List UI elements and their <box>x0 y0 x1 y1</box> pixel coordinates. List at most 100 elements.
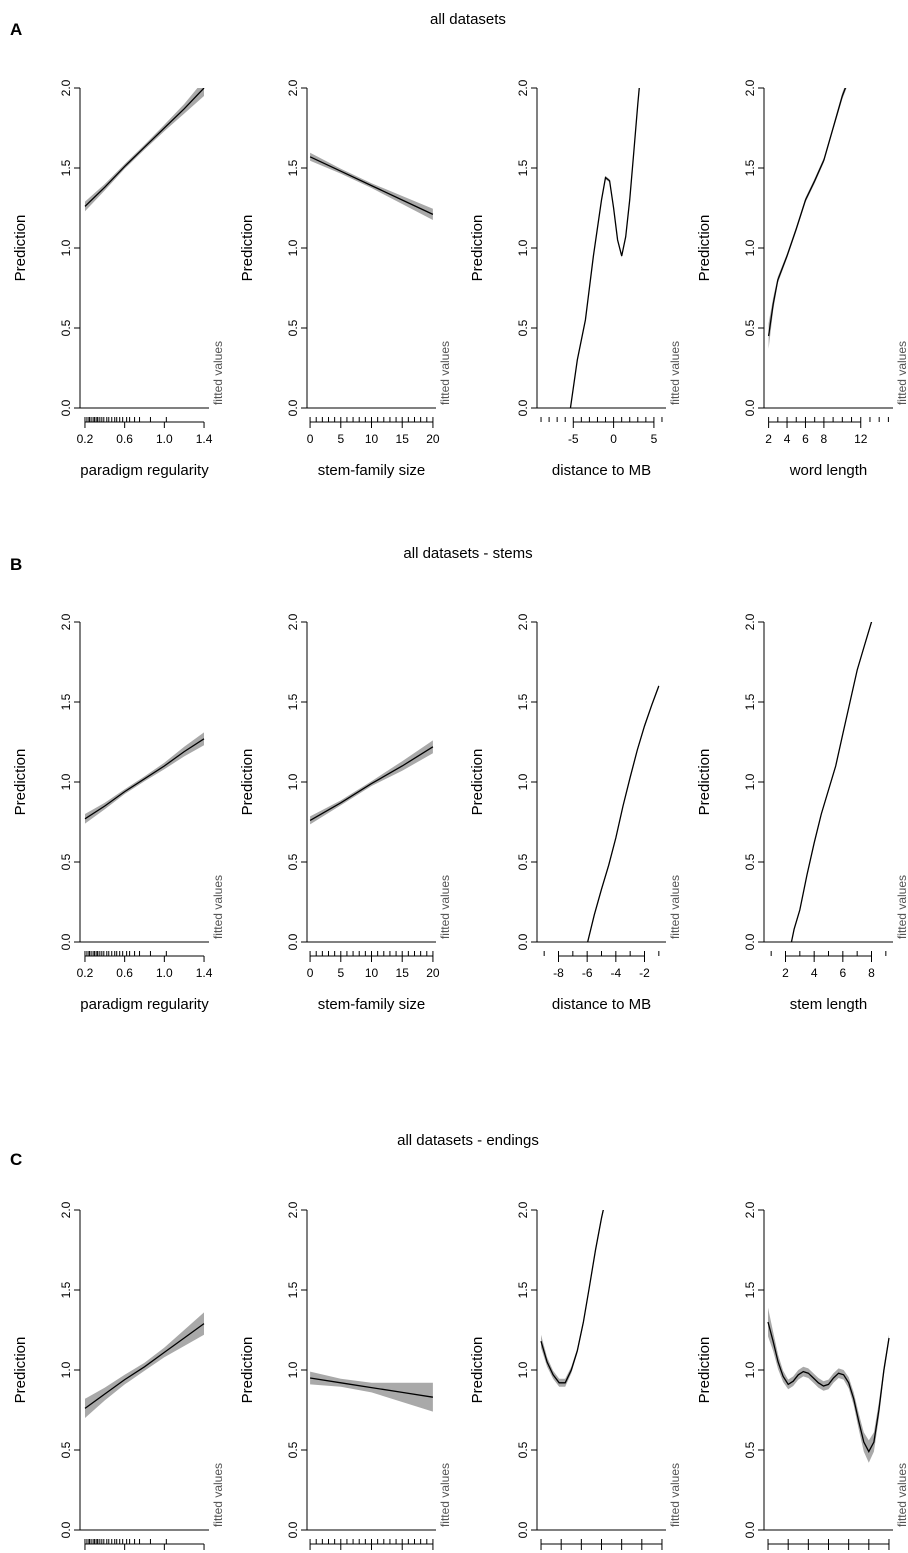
y-tick-label: 2.0 <box>59 79 73 96</box>
confidence-band <box>310 740 433 825</box>
chart-panel: 0.0 0.5 1.0 1.5 2.0 Prediction 2 4 6 8 12 word leng… <box>696 79 908 479</box>
y-tick-label: 0.0 <box>743 1521 757 1538</box>
chart-panel: 0.0 0.5 1.0 1.5 2.0 Prediction 2 4 6 8 stem length… <box>696 613 908 1013</box>
row-title: all datasets - stems <box>403 545 532 562</box>
chart-panel: 0.0 0.5 1.0 1.5 2.0 Prediction -8 -6 -4 -2 distanc… <box>469 613 682 1013</box>
y-tick-label: 2.0 <box>743 1201 757 1218</box>
fitted-line <box>84 738 205 820</box>
chart-panel: 0.0 0.5 1.0 1.5 2.0 Prediction 0.2 0.6 1.0 1.4 par… <box>12 613 225 1013</box>
y-tick-label: 1.0 <box>516 773 530 790</box>
confidence-band <box>85 1312 204 1418</box>
fitted-values-label: fitted values <box>211 1463 225 1527</box>
y-tick-label: 2.0 <box>516 79 530 96</box>
y-tick-label: 0.5 <box>59 853 73 870</box>
y-axis-label: Prediction <box>12 215 29 282</box>
y-tick-label: 0.5 <box>516 1441 530 1458</box>
y-axis-label: Prediction <box>12 1337 29 1404</box>
fitted-values-label: fitted values <box>668 875 682 939</box>
y-tick-label: 0.0 <box>516 933 530 950</box>
y-tick-label: 1.5 <box>743 1281 757 1298</box>
fitted-line <box>309 746 434 821</box>
x-axis-label: paradigm regularity <box>80 996 209 1013</box>
y-tick-label: 0.0 <box>516 399 530 416</box>
confidence-band <box>587 684 659 942</box>
y-tick-label: 1.0 <box>59 773 73 790</box>
fitted-line <box>309 156 434 215</box>
y-axis-label: Prediction <box>696 215 713 282</box>
y-tick-label: 1.0 <box>286 773 300 790</box>
x-tick-label: 15 <box>396 432 410 446</box>
y-tick-label: 2.0 <box>743 79 757 96</box>
x-tick-label: 8 <box>821 432 828 446</box>
x-tick-label: 0 <box>610 432 617 446</box>
y-tick-label: 1.0 <box>59 1361 73 1378</box>
y-axis-label: Prediction <box>696 749 713 816</box>
confidence-band <box>85 732 204 824</box>
x-tick-label: 15 <box>396 966 410 980</box>
chart-panel: 0.00.51.01.52.0Prediction0123456ending l… <box>696 1201 908 1550</box>
fitted-values-label: fitted values <box>668 1463 682 1527</box>
chart-panel: 0.00.51.01.52.0Prediction05101520stem-fa… <box>239 1201 452 1550</box>
fitted-line <box>569 88 640 408</box>
y-tick-label: 1.0 <box>516 239 530 256</box>
x-axis-label: stem-family size <box>318 996 426 1013</box>
x-tick-label: 4 <box>811 966 818 980</box>
confidence-band <box>310 1371 433 1412</box>
y-tick-label: 1.5 <box>59 159 73 176</box>
y-tick-label: 0.0 <box>743 933 757 950</box>
panel-letter: B <box>10 555 22 574</box>
fitted-values-label: fitted values <box>668 341 682 405</box>
fitted-values-label: fitted values <box>438 1463 452 1527</box>
x-tick-label: 1.0 <box>156 966 173 980</box>
y-tick-label: 0.5 <box>59 1441 73 1458</box>
x-tick-label: 1.4 <box>196 966 213 980</box>
y-tick-label: 2.0 <box>286 613 300 630</box>
y-tick-label: 0.5 <box>59 319 73 336</box>
x-axis-label: distance to MB <box>552 996 651 1013</box>
y-tick-label: 2.0 <box>59 1201 73 1218</box>
y-tick-label: 1.5 <box>743 693 757 710</box>
y-axis-label: Prediction <box>469 749 486 816</box>
y-axis-label: Prediction <box>469 215 486 282</box>
y-tick-label: 1.5 <box>516 1281 530 1298</box>
fitted-values-label: fitted values <box>438 341 452 405</box>
x-axis-label: stem length <box>790 996 868 1013</box>
y-tick-label: 1.5 <box>59 693 73 710</box>
y-axis-label: Prediction <box>469 1337 486 1404</box>
y-tick-label: 2.0 <box>286 1201 300 1218</box>
y-tick-label: 2.0 <box>59 613 73 630</box>
y-tick-label: 1.5 <box>516 693 530 710</box>
y-tick-label: 1.5 <box>286 1281 300 1298</box>
y-tick-label: 1.5 <box>286 693 300 710</box>
x-tick-label: -5 <box>568 432 579 446</box>
confidence-band <box>310 152 433 220</box>
x-tick-label: 6 <box>839 966 846 980</box>
y-tick-label: 2.0 <box>516 1201 530 1218</box>
y-axis-label: Prediction <box>239 749 256 816</box>
fitted-values-label: fitted values <box>895 341 908 405</box>
x-axis-label: paradigm regularity <box>80 462 209 479</box>
fitted-values-label: fitted values <box>211 875 225 939</box>
fitted-line <box>84 88 205 207</box>
y-tick-label: 0.5 <box>286 319 300 336</box>
y-tick-label: 0.0 <box>516 1521 530 1538</box>
y-tick-label: 0.5 <box>743 853 757 870</box>
y-tick-label: 1.0 <box>743 239 757 256</box>
x-tick-label: -8 <box>553 966 564 980</box>
y-tick-label: 0.0 <box>286 933 300 950</box>
y-tick-label: 0.5 <box>743 319 757 336</box>
confidence-band <box>570 88 640 408</box>
x-tick-label: -6 <box>582 966 593 980</box>
y-tick-label: 1.5 <box>743 159 757 176</box>
x-tick-label: -2 <box>639 966 650 980</box>
y-tick-label: 0.5 <box>516 853 530 870</box>
y-tick-label: 1.0 <box>59 239 73 256</box>
chart-panel: 0.0 0.5 1.0 1.5 2.0 Prediction 0.2 0.6 1.0 1.4 par… <box>12 79 225 479</box>
x-tick-label: 10 <box>365 966 379 980</box>
y-tick-label: 1.0 <box>743 1361 757 1378</box>
fitted-values-label: fitted values <box>211 341 225 405</box>
chart-panel: 0.0 0.5 1.0 1.5 2.0 Prediction -5 0 5 distance to… <box>469 79 682 479</box>
y-tick-label: 1.5 <box>59 1281 73 1298</box>
y-tick-label: 0.0 <box>286 399 300 416</box>
